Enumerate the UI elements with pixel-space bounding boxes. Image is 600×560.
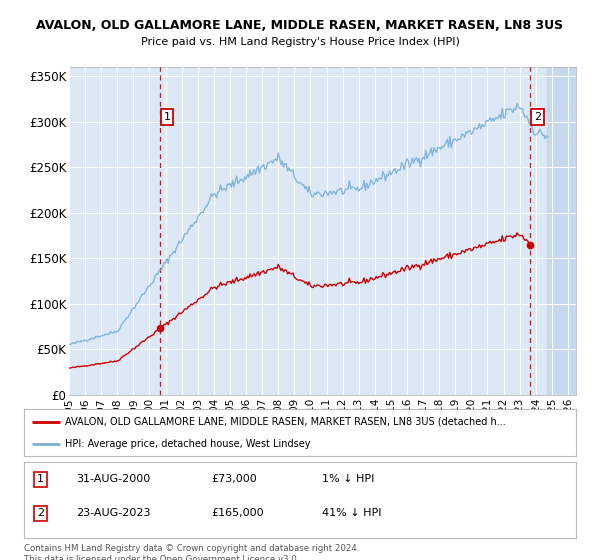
Text: AVALON, OLD GALLAMORE LANE, MIDDLE RASEN, MARKET RASEN, LN8 3US (detached h...: AVALON, OLD GALLAMORE LANE, MIDDLE RASEN… <box>65 417 506 427</box>
Text: 31-AUG-2000: 31-AUG-2000 <box>76 474 151 484</box>
Text: 1% ↓ HPI: 1% ↓ HPI <box>322 474 374 484</box>
Text: 1: 1 <box>163 112 170 122</box>
Text: £165,000: £165,000 <box>212 508 265 519</box>
Text: £73,000: £73,000 <box>212 474 257 484</box>
Bar <box>547 67 576 395</box>
Text: 41% ↓ HPI: 41% ↓ HPI <box>322 508 382 519</box>
Text: AVALON, OLD GALLAMORE LANE, MIDDLE RASEN, MARKET RASEN, LN8 3US: AVALON, OLD GALLAMORE LANE, MIDDLE RASEN… <box>37 18 563 32</box>
Text: 1: 1 <box>37 474 44 484</box>
Text: Price paid vs. HM Land Registry's House Price Index (HPI): Price paid vs. HM Land Registry's House … <box>140 37 460 47</box>
Bar <box>547 67 576 395</box>
Text: 2: 2 <box>37 508 44 519</box>
Text: 2: 2 <box>533 112 541 122</box>
Text: HPI: Average price, detached house, West Lindsey: HPI: Average price, detached house, West… <box>65 438 311 449</box>
Text: 23-AUG-2023: 23-AUG-2023 <box>76 508 151 519</box>
Text: Contains HM Land Registry data © Crown copyright and database right 2024.
This d: Contains HM Land Registry data © Crown c… <box>24 544 359 560</box>
